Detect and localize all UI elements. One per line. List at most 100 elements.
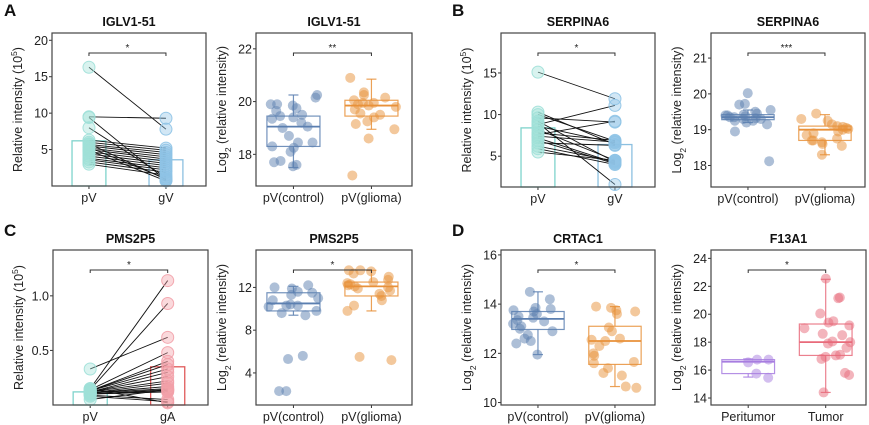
- data-point: [531, 133, 545, 147]
- data-point: [82, 143, 96, 157]
- data-point: [602, 363, 613, 374]
- y-tick-label: 14: [483, 298, 497, 312]
- y-axis-label: Log2 (relative intensity): [215, 46, 233, 173]
- y-tick-label: 1.0: [32, 289, 49, 303]
- y-tick-label: 4: [245, 366, 252, 380]
- paired-line: [90, 364, 168, 392]
- paired-line: [537, 135, 615, 143]
- y-tick-label: 14: [693, 392, 707, 406]
- data-point: [586, 334, 597, 345]
- data-point: [827, 336, 838, 347]
- data-point: [845, 337, 856, 348]
- data-point: [283, 354, 294, 365]
- data-point: [835, 349, 846, 360]
- y-axis-label: Log2 (relative intensity): [215, 264, 233, 391]
- data-point: [738, 109, 749, 120]
- y-axis-label: Relative intensity (105): [458, 48, 474, 173]
- significance-label: **: [329, 43, 337, 54]
- paired-line: [537, 142, 615, 146]
- data-point: [277, 122, 288, 133]
- paired-line: [537, 120, 616, 136]
- data-point: [811, 108, 822, 119]
- data-point: [274, 386, 285, 397]
- significance-label: *: [575, 260, 579, 271]
- paired-line: [88, 144, 167, 153]
- data-point: [603, 322, 614, 333]
- data-point: [608, 153, 622, 167]
- data-point: [743, 357, 754, 368]
- significance-bracket: [292, 269, 372, 273]
- panel-label-a: A: [4, 1, 16, 20]
- y-tick-label: 15: [34, 70, 48, 84]
- y-tick-label: 10: [483, 396, 497, 410]
- y-tick-label: 5: [490, 150, 497, 164]
- data-point: [390, 101, 401, 112]
- paired-line: [537, 129, 616, 161]
- data-point: [764, 156, 775, 167]
- panel-label-d: D: [452, 221, 464, 240]
- paired-line: [90, 368, 168, 392]
- data-point: [630, 306, 641, 317]
- data-point: [751, 368, 762, 379]
- significance-label: *: [330, 260, 334, 271]
- y-axis-label: Relative intensity (105): [10, 265, 26, 390]
- data-point: [511, 338, 522, 349]
- x-tick-label: pV: [530, 192, 546, 206]
- data-point: [297, 109, 308, 120]
- y-tick-label: 20: [693, 308, 707, 322]
- data-point: [300, 310, 311, 321]
- y-tick-label: 22: [238, 42, 252, 56]
- data-point: [161, 383, 175, 397]
- panel-label-b: B: [452, 1, 464, 20]
- x-tick-label: pV: [83, 410, 99, 424]
- y-tick-label: 12: [238, 281, 252, 295]
- x-tick-label: pV(glioma): [795, 192, 855, 206]
- subplot-title: F13A1: [770, 232, 808, 246]
- subplot-6: PMS2P5 4 8 12 pV(control) pV(glioma) Log2 (rel…: [215, 232, 413, 424]
- significance-label: *: [785, 260, 789, 271]
- data-point: [539, 316, 550, 327]
- data-point: [608, 138, 622, 152]
- data-point: [291, 159, 302, 170]
- subplot-1: IGLV1-51 5 10 15 20 pV gV Relative intensity (1…: [9, 15, 207, 205]
- paired-line: [89, 280, 169, 389]
- data-point: [161, 274, 175, 288]
- data-point: [588, 348, 599, 359]
- data-point: [312, 89, 323, 100]
- x-tick-label: pV(control): [507, 410, 568, 424]
- data-point: [348, 95, 359, 106]
- y-tick-label: 12: [483, 347, 497, 361]
- data-point: [161, 296, 175, 310]
- significance-label: *: [575, 43, 579, 54]
- paired-line: [88, 159, 167, 171]
- data-point: [307, 137, 318, 148]
- subplot-7: CRTAC1 10 12 14 16 pV(control) pV(glioma) Log2 …: [460, 232, 656, 424]
- data-point: [347, 170, 358, 181]
- data-point: [631, 382, 642, 393]
- paired-line: [537, 132, 616, 141]
- data-point: [82, 157, 96, 171]
- y-tick-label: 18: [693, 159, 707, 173]
- paired-line: [537, 125, 616, 144]
- data-point: [83, 382, 97, 396]
- paired-line: [88, 149, 167, 182]
- data-point: [820, 351, 831, 362]
- plot-frame: [255, 249, 413, 406]
- subplot-title: CRTAC1: [553, 232, 603, 246]
- y-tick-label: 18: [238, 148, 252, 162]
- x-tick-label: pV: [81, 191, 97, 205]
- y-tick-label: 19: [693, 123, 707, 137]
- paired-line: [537, 151, 616, 161]
- data-point: [311, 305, 322, 316]
- paired-line: [88, 116, 166, 119]
- data-point: [763, 372, 774, 383]
- paired-line: [88, 145, 167, 156]
- data-point: [820, 273, 831, 284]
- y-axis-label: Log2 (relative intensity): [460, 264, 478, 391]
- data-point: [275, 155, 286, 166]
- data-point: [544, 294, 555, 305]
- data-point: [524, 286, 535, 297]
- plot-frame: [500, 32, 656, 188]
- y-tick-label: 5: [41, 143, 48, 157]
